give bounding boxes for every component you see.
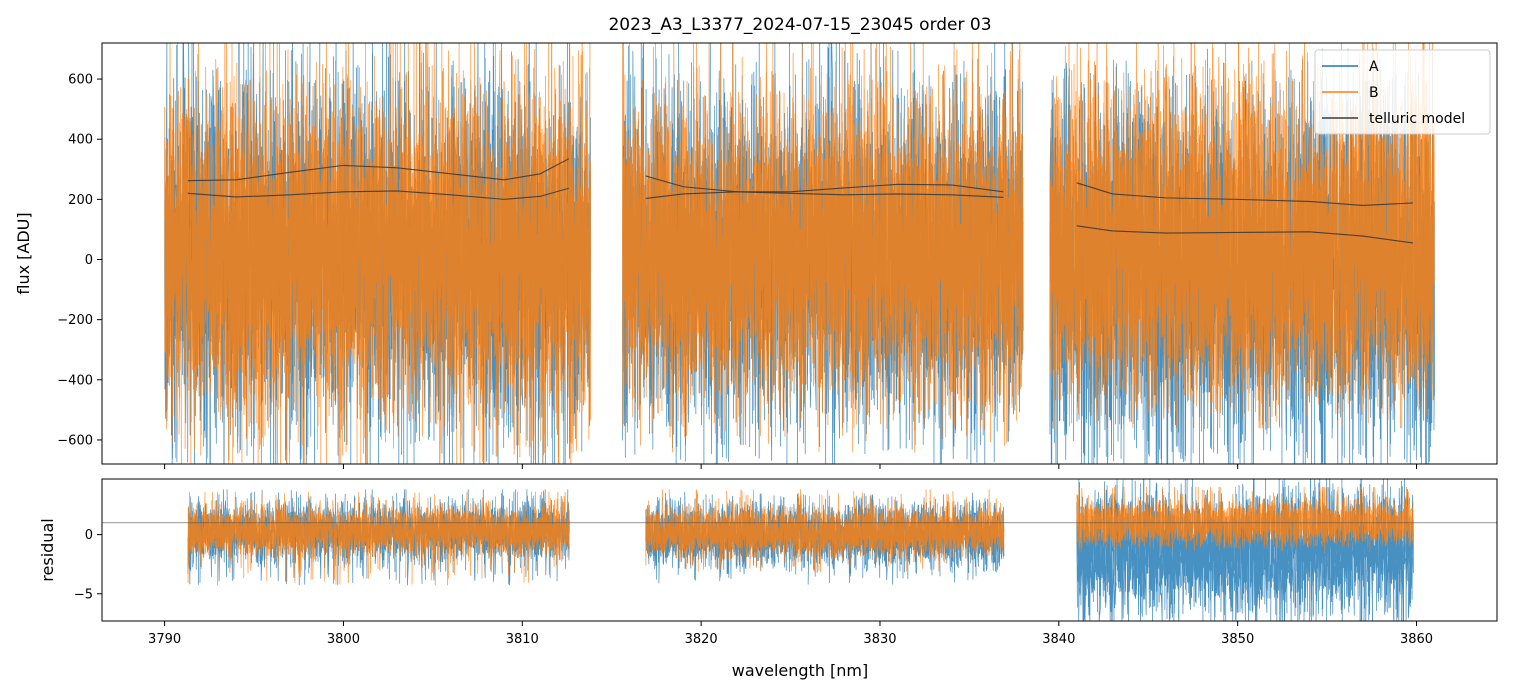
x-tick-label-3830: 3830 <box>863 632 896 647</box>
spectrum-ticks: −600 −400 −200 0 200 400 600 <box>57 73 1418 469</box>
y-tick-label-0-0: −600 <box>57 433 93 448</box>
legend-box <box>1314 49 1491 135</box>
residual-ticks: 3790 3800 3810 3820 3830 3840 3850 3860 −5 0 <box>74 528 1433 647</box>
y-tick-label-1-1: 0 <box>85 528 93 543</box>
telluric-model-curve-5 <box>1076 182 1413 206</box>
legend-label-a: A <box>1369 59 1379 75</box>
residual-plot-area <box>102 479 1497 621</box>
y-tick-label-1-0: −5 <box>74 587 93 602</box>
y-tick-label-0-3: 0 <box>85 253 93 268</box>
y-tick-label-0-1: −400 <box>57 373 93 388</box>
telluric-model-curve-6 <box>1076 225 1414 244</box>
series-b-segment-2 <box>645 489 1005 573</box>
x-tick-label-3850: 3850 <box>1221 632 1254 647</box>
series-a-segment-3 <box>1076 479 1414 621</box>
residual-y-axis-label: residual <box>38 518 57 581</box>
y-tick-label-0-2: −200 <box>57 313 93 328</box>
series-b-segment-3 <box>1076 486 1414 554</box>
legend-label-telluric: telluric model <box>1369 111 1465 127</box>
x-tick-label-3860: 3860 <box>1400 632 1433 647</box>
x-tick-label-3800: 3800 <box>327 632 360 647</box>
legend-label-b: B <box>1369 85 1379 101</box>
series-b-segment-1 <box>187 491 570 586</box>
y-tick-label-0-5: 400 <box>68 133 93 148</box>
series-b-segment-1 <box>164 43 591 464</box>
telluric-model-curve-2 <box>187 187 569 200</box>
y-tick-label-0-4: 200 <box>68 193 93 208</box>
residual-axes-frame <box>101 478 1498 622</box>
x-axis-label: wavelength [nm] <box>732 661 869 680</box>
spectrum-y-axis-label: flux [ADU] <box>14 212 33 294</box>
chart-title: 2023_A3_L3377_2024-07-15_23045 order 03 <box>608 15 991 35</box>
x-tick-label-3840: 3840 <box>1042 632 1075 647</box>
legend: A B telluric model <box>1314 49 1491 135</box>
telluric-model-curve-4 <box>645 183 1004 200</box>
series-b-segment-2 <box>622 43 1024 453</box>
x-tick-label-3820: 3820 <box>685 632 718 647</box>
spectrum-plot-area <box>164 43 1435 464</box>
x-tick-label-3790: 3790 <box>148 632 181 647</box>
y-tick-label-0-6: 600 <box>68 73 93 88</box>
spectrum-axes-frame <box>101 42 1498 465</box>
x-tick-label-3810: 3810 <box>506 632 539 647</box>
series-b-segment-3 <box>1049 43 1435 429</box>
telluric-model-curve-1 <box>187 158 570 182</box>
telluric-model-curve-3 <box>645 175 1004 198</box>
